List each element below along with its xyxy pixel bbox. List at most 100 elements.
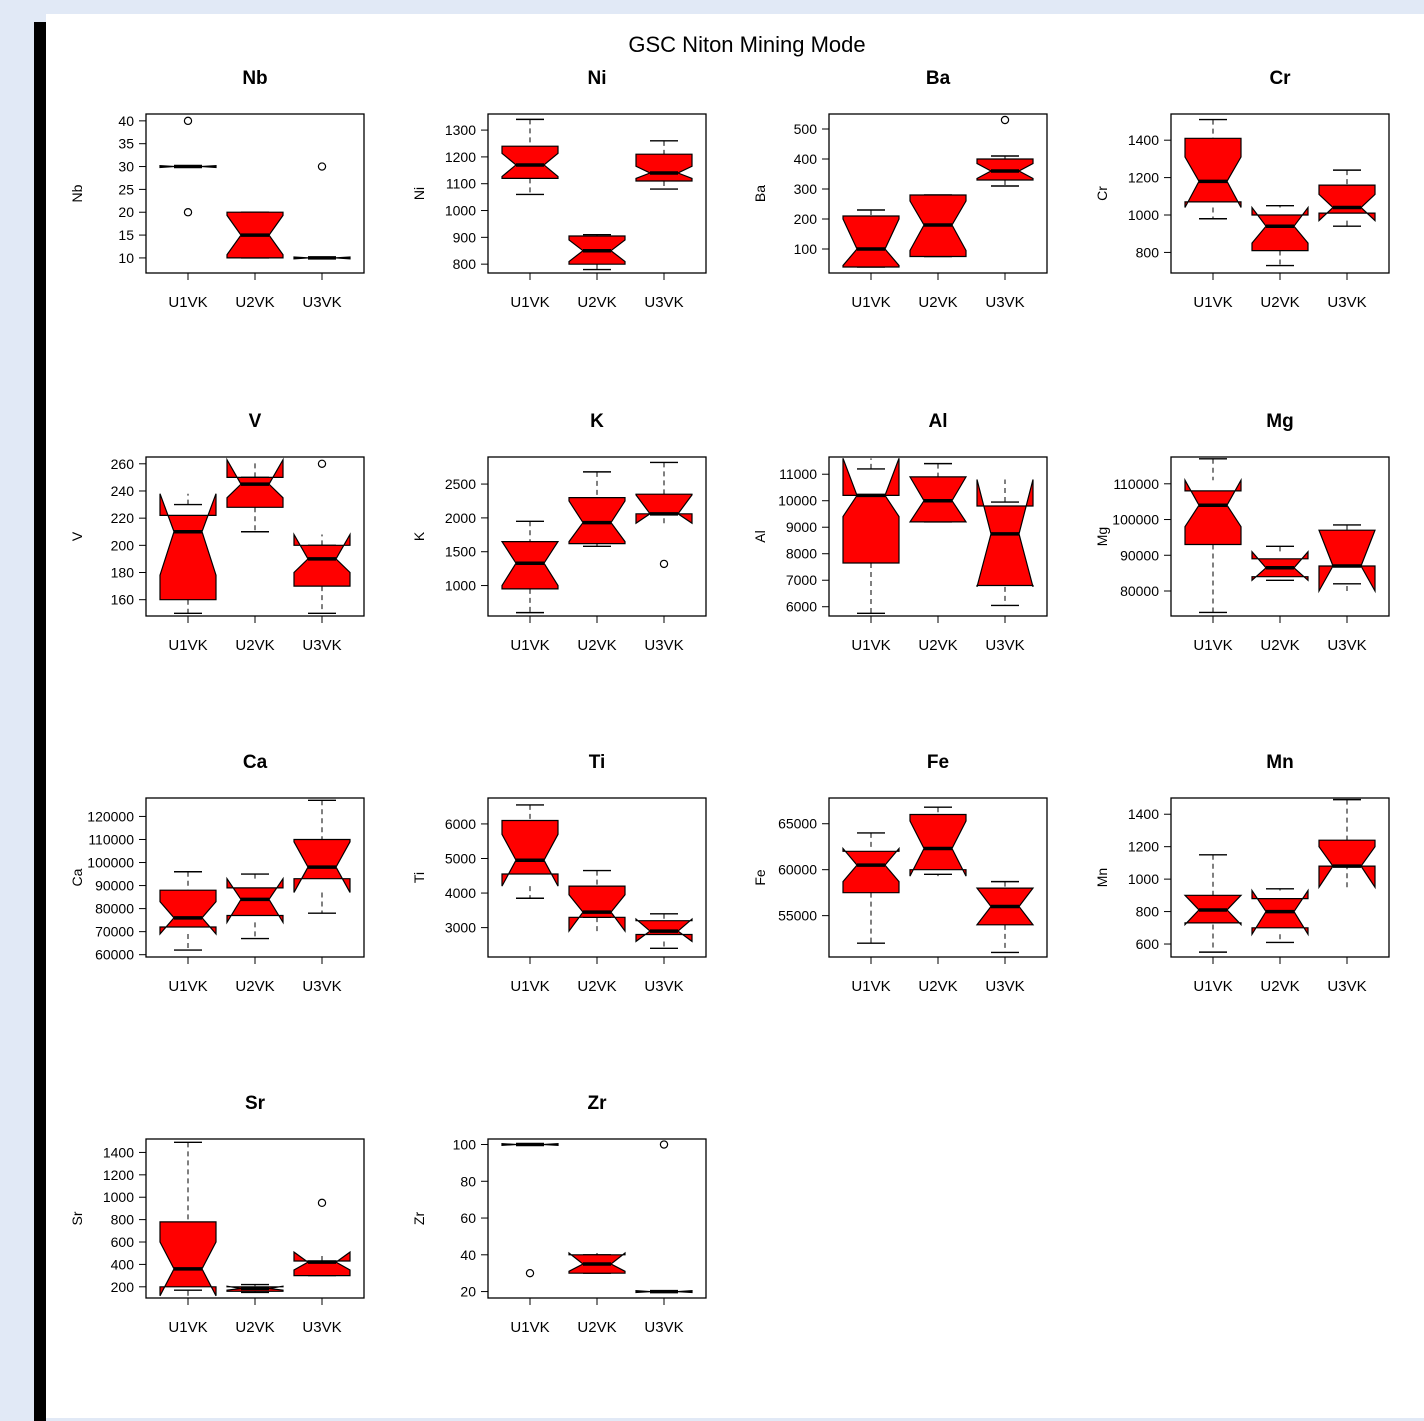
y-tick-label: 400 [111,1256,135,1272]
panel-frame [487,797,707,958]
y-axis-label: Zr [411,1212,427,1226]
x-tick-label: U2VK [918,637,957,654]
panel-title: Ca [243,752,268,773]
y-tick-label: 10000 [778,493,817,509]
box-u1vk [842,458,900,615]
panel-title: Ba [926,68,951,89]
panel-title: Fe [927,752,949,773]
box-u3vk [976,479,1034,607]
x-tick-label: U2VK [918,294,957,311]
box-u1vk [842,832,900,944]
y-tick-label: 800 [1136,244,1160,260]
y-tick-label: 400 [794,151,818,167]
box-u1vk [1184,458,1242,614]
outlier-point [317,162,327,171]
x-tick-label: U1VK [851,978,890,995]
y-tick-label: 1000 [1128,207,1159,223]
box-body [159,493,217,601]
panel-title: V [249,411,262,432]
boxplot-panel-k: K K 1000 1500 2000 2500 U1VK U2VK U3VK [411,411,707,654]
y-axis-label: Ba [752,185,768,202]
panel-frame [487,1138,707,1299]
y-tick-label: 1200 [1128,170,1159,186]
box-body [842,846,900,894]
outlier-point [317,459,327,468]
x-tick-label: U2VK [235,1319,274,1336]
panel-frame [145,456,365,617]
x-tick-label: U3VK [644,637,683,654]
box-u1vk [159,116,217,217]
panel-frame [487,456,707,617]
outlier-point [183,116,193,126]
y-tick-label: 60 [460,1210,476,1226]
y-tick-label: 65000 [778,816,817,832]
y-tick-label: 160 [111,592,135,608]
box-u3vk [293,162,351,260]
box-u2vk [226,873,284,940]
box-u3vk [293,1198,351,1277]
y-tick-label: 300 [794,181,818,197]
y-tick-label: 5000 [445,850,476,866]
y-tick-label: 20 [460,1284,476,1300]
y-tick-label: 100 [453,1137,477,1153]
boxplot-panel-mg: Mg Mg 80000 90000 100000 110000 U1VK U2VK U3VK [1094,411,1390,654]
y-tick-label: 4000 [445,885,476,901]
box-u3vk [976,115,1034,187]
box-u2vk [226,211,284,259]
outlier-point [525,1268,535,1278]
x-tick-label: U2VK [918,978,957,995]
panel-group: Nb Nb 10 15 20 25 30 35 40 U1VK U2VK U3VK Ni Ni 800 900… [69,68,1390,1336]
box-u3vk [635,1140,693,1294]
x-tick-label: U3VK [302,637,341,654]
box-u3vk [1318,798,1376,890]
x-tick-label: U2VK [1260,294,1299,311]
box-u1vk [1184,118,1242,220]
box-body [568,497,626,545]
y-tick-label: 1100 [446,176,476,192]
y-tick-label: 200 [794,211,818,227]
panel-frame [145,797,365,958]
y-tick-label: 40 [460,1247,476,1263]
y-tick-label: 35 [118,136,134,152]
x-tick-label: U2VK [577,978,616,995]
x-tick-label: U2VK [1260,637,1299,654]
panel-title: Ti [589,752,606,773]
x-tick-label: U2VK [577,1319,616,1336]
x-tick-label: U3VK [1327,637,1366,654]
box-body [1251,550,1309,582]
box-u1vk [501,1142,559,1278]
box-u1vk [501,118,559,196]
panel-title: Sr [245,1093,266,1114]
box-body [159,164,217,169]
box-body [1251,205,1309,252]
y-tick-label: 1200 [103,1167,134,1183]
box-body [293,256,351,260]
boxplot-panel-v: V V 160 180 200 220 240 260 U1VK U2VK U3VK [69,411,365,654]
y-tick-label: 100000 [87,855,134,871]
x-tick-label: U1VK [510,294,549,311]
box-u2vk [226,457,284,533]
panel-title: Cr [1269,68,1291,89]
y-tick-label: 60000 [778,862,817,878]
window-left-border [34,22,46,1421]
box-body [1184,477,1242,546]
y-axis-label: K [411,531,427,541]
panel-frame [487,113,707,274]
boxplot-panel-fe: Fe Fe 55000 60000 65000 U1VK U2VK U3VK [752,752,1048,995]
y-tick-label: 40 [118,113,134,129]
panel-frame [828,797,1048,958]
outlier-point [659,559,669,569]
boxplot-panel-ba: Ba Ba 100 200 300 400 500 U1VK U2VK U3VK [752,68,1048,311]
box-u2vk [909,194,967,258]
panel-frame [1170,456,1390,617]
y-tick-label: 25 [118,181,134,197]
boxplot-panel-sr: Sr Sr 200 400 600 800 1000 1200 1400 U1VK U2VK U3VK [69,1093,365,1336]
panel-frame [1170,113,1390,274]
y-tick-label: 900 [453,229,477,245]
y-axis-label: Sr [69,1211,85,1225]
panel-frame [828,113,1048,274]
panel-frame [145,113,365,274]
x-tick-label: U3VK [985,294,1024,311]
y-tick-label: 800 [111,1212,135,1228]
panel-title: K [590,411,604,432]
